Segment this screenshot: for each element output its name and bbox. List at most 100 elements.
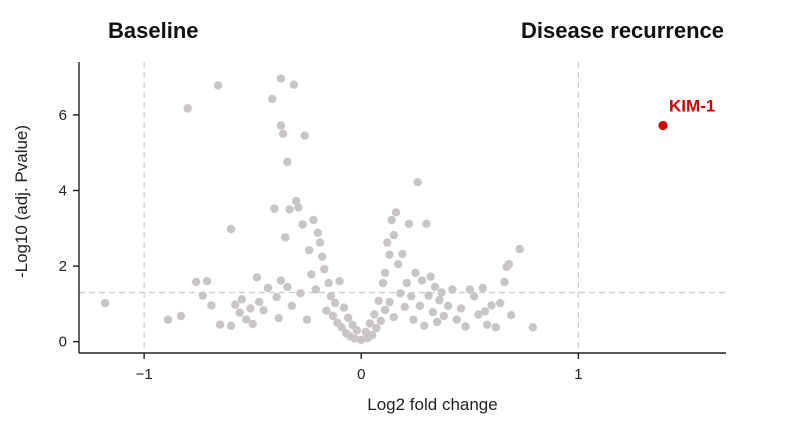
data-point: [474, 310, 483, 319]
data-point: [378, 278, 388, 288]
data-point: [385, 297, 394, 307]
data-point: [352, 326, 362, 335]
data-point: [433, 317, 442, 327]
data-point: [324, 278, 333, 288]
data-point: [400, 302, 409, 312]
data-point: [365, 319, 375, 328]
data-point: [237, 295, 246, 304]
data-point: [315, 238, 325, 247]
data-point: [298, 220, 307, 229]
data-point: [407, 292, 416, 301]
data-point: [176, 311, 186, 321]
panel-title-disease-recurrence: Disease recurrence: [520, 18, 724, 43]
data-point: [207, 301, 216, 310]
data-point: [335, 277, 344, 286]
data-point: [270, 204, 279, 213]
data-point: [391, 208, 401, 217]
data-point: [443, 301, 453, 310]
data-point: [350, 334, 359, 343]
data-point: [213, 81, 223, 90]
x-tick-label: −1: [136, 366, 153, 383]
data-point: [398, 249, 407, 259]
data-point: [469, 292, 479, 301]
data-point: [276, 276, 286, 285]
axes: −1 0 1 0 2 4 6: [59, 62, 726, 383]
data-point: [309, 215, 318, 225]
data-point: [465, 285, 474, 294]
data-point: [283, 282, 292, 292]
data-point: [430, 282, 440, 292]
data-point: [318, 252, 327, 261]
data-point: [248, 319, 257, 329]
data-point: [339, 303, 349, 312]
data-point: [226, 321, 236, 330]
y-tick-label: 6: [59, 107, 67, 124]
data-point: [409, 315, 418, 324]
data-point: [422, 219, 431, 228]
data-point: [389, 230, 398, 240]
data-point: [322, 306, 331, 315]
x-tick-label: 0: [357, 366, 365, 383]
data-point: [296, 289, 305, 298]
data-point: [380, 305, 390, 315]
data-point: [417, 276, 427, 285]
x-tick-label: 1: [574, 366, 582, 383]
data-point: [287, 301, 296, 310]
data-point: [252, 273, 262, 282]
data-point: [376, 316, 385, 326]
data-point: [311, 285, 320, 294]
data-point: [242, 315, 251, 324]
data-point: [372, 323, 381, 333]
data-point: [387, 215, 396, 225]
data-point: [404, 219, 414, 228]
data-point: [383, 238, 392, 247]
data-point: [448, 285, 457, 294]
data-point: [370, 310, 379, 319]
data-point: [437, 288, 446, 297]
data-point: [163, 315, 173, 324]
data-point: [289, 80, 299, 89]
data-point: [500, 277, 509, 287]
data-point: [259, 306, 268, 315]
data-point: [276, 74, 286, 83]
data-point: [428, 308, 438, 317]
data-point: [435, 295, 444, 305]
data-point: [426, 272, 435, 281]
data-point: [294, 203, 303, 212]
data-point: [424, 291, 433, 300]
data-point: [478, 283, 487, 293]
highlighted-gene-label: KIM-1: [669, 96, 715, 115]
data-point: [515, 244, 524, 254]
data-point: [272, 292, 281, 302]
data-point: [328, 311, 338, 321]
data-point: [198, 291, 207, 300]
data-point: [215, 320, 225, 329]
data-point: [300, 131, 309, 140]
highlighted-gene: KIM-1: [658, 96, 715, 131]
data-point: [367, 331, 377, 340]
data-point: [320, 264, 329, 274]
data-point: [396, 289, 405, 298]
data-point: [452, 315, 461, 324]
data-point: [304, 246, 314, 255]
data-point: [281, 233, 290, 242]
highlighted-point: [658, 120, 668, 131]
data-point: [100, 298, 110, 308]
data-point: [231, 300, 240, 309]
data-point: [202, 277, 212, 286]
data-point: [506, 311, 516, 320]
data-point: [313, 228, 322, 237]
data-point: [411, 268, 420, 278]
data-point: [246, 304, 255, 313]
data-point: [496, 298, 505, 308]
data-point: [274, 314, 283, 323]
data-point: [461, 322, 470, 331]
data-point: [331, 298, 340, 308]
data-point: [385, 250, 394, 259]
x-axis-label: Log2 fold change: [367, 395, 497, 414]
data-point: [491, 323, 501, 332]
data-point: [326, 292, 336, 301]
y-tick-label: 0: [59, 334, 67, 351]
data-point: [413, 178, 422, 187]
data-point: [278, 129, 288, 138]
